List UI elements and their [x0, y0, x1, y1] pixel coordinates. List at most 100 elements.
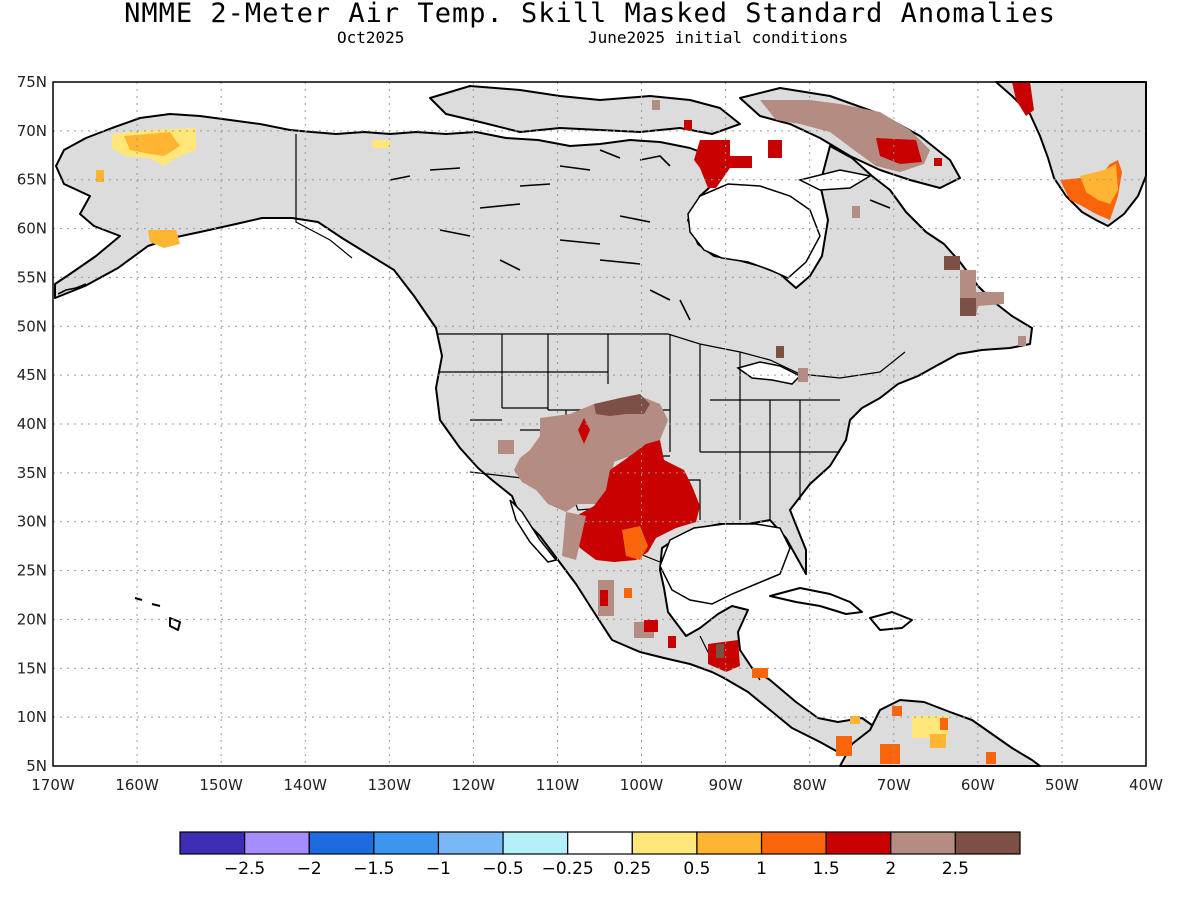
colorbar-label: −2 [297, 859, 322, 879]
arctic-red-cluster [694, 140, 752, 188]
greenland-yellow-anomaly [1080, 164, 1118, 204]
mexico-red-3 [668, 636, 676, 648]
anomaly-shading [96, 82, 1122, 764]
lat-tick-label: 50N [17, 317, 47, 335]
lon-tick-label: 120W [452, 776, 496, 794]
lon-tick-label: 50W [1045, 776, 1079, 794]
colorbar-label: 2.5 [942, 859, 969, 879]
lon-tick-labels: 170W 160W 150W 140W 130W 120W 110W 100W 90W 80W 70… [31, 776, 1163, 794]
lat-tick-label: 10N [17, 708, 47, 726]
gulf-of-california [509, 499, 558, 563]
canada-island-outlines [389, 149, 891, 321]
hudson-strait [797, 169, 873, 191]
cuba-island [769, 587, 863, 615]
colorbar-label: −1.5 [353, 859, 394, 879]
greenland-red-anomaly [1012, 82, 1034, 116]
mexico-orange-1 [624, 588, 632, 598]
lon-tick-label: 110W [536, 776, 580, 794]
hawaii-islands [134, 597, 181, 631]
lat-tick-label: 35N [17, 464, 47, 482]
lat-tick-labels: 75N 70N 65N 60N 55N 50N 45N 40N 35N 30N 25N 20N 15N 1… [17, 73, 47, 775]
colorbar-swatch [502, 831, 569, 855]
yukon-yellow [372, 140, 390, 148]
forecast-month: Oct2025 [337, 28, 405, 47]
venezuela-orange-3 [880, 744, 900, 764]
mexico-red-2 [644, 620, 658, 632]
lat-tick-label: 30N [17, 513, 47, 531]
baffin-red-anomaly [876, 138, 922, 164]
lon-tick-label: 80W [793, 776, 827, 794]
venezuela-orange-1 [892, 706, 902, 716]
lat-tick-label: 55N [17, 268, 47, 286]
colorbar-label: −2.5 [224, 859, 265, 879]
colorbar-label: 0.25 [613, 859, 651, 879]
lat-tick-label: 65N [17, 171, 47, 189]
colorbar-swatch [437, 831, 504, 855]
colorbar-swatch [954, 831, 1021, 855]
lon-tick-label: 150W [199, 776, 243, 794]
arctic-red-dot-east [934, 158, 942, 166]
state-boundaries [295, 134, 906, 681]
alaska-orange-anomaly [124, 132, 180, 156]
colorbar-swatch [890, 831, 956, 855]
map-panel: 75N 70N 65N 60N 55N 50N 45N 40N 35N 30N 25N 20N 15N 1… [17, 73, 1163, 794]
lon-tick-label: 70W [877, 776, 911, 794]
map-title: NMME 2-Meter Air Temp. Skill Masked Stan… [124, 0, 1056, 29]
lon-tick-label: 100W [620, 776, 664, 794]
colorbar-label: 2 [885, 859, 896, 879]
lon-tick-label: 160W [115, 776, 159, 794]
colorbar-swatch [179, 831, 246, 855]
venezuela-orange-4 [940, 718, 948, 730]
colombia-orange [836, 736, 852, 756]
lat-tick-label: 40N [17, 415, 47, 433]
colorbar-label: 0.5 [683, 859, 710, 879]
texas-red-anomaly [572, 440, 700, 562]
colorbar-label: 1.5 [813, 859, 840, 879]
lat-tick-label: 15N [17, 659, 47, 677]
chihuahua-brown [562, 512, 586, 560]
lat-tick-label: 25N [17, 562, 47, 580]
colorbar: −2.5 −2 −1.5 −1 −0.5 −0.25 0.25 0.5 1 1.5 2 2.5 [179, 831, 1021, 879]
arctic-islands [429, 85, 741, 135]
lat-tick-label: 70N [17, 122, 47, 140]
quebec-brown [852, 206, 860, 218]
colorbar-swatch [244, 831, 310, 855]
colorado-dark-brown [594, 394, 650, 416]
lon-tick-label: 130W [368, 776, 412, 794]
nevada-brown [498, 440, 514, 454]
alaska-west-orange [96, 170, 104, 182]
graticule [53, 82, 1146, 766]
us-canada-border [438, 333, 906, 379]
hudson-bay [687, 183, 821, 279]
colorbar-swatch [825, 831, 892, 855]
mexico-red-1 [600, 590, 608, 606]
newfoundland-brown [1018, 336, 1026, 346]
alaska-canada-border [295, 134, 353, 259]
lon-tick-label: 60W [961, 776, 995, 794]
labrador-north-dark [944, 256, 960, 270]
alaska-peninsula-anomaly [148, 230, 180, 248]
gulf-of-mexico [659, 523, 791, 605]
honduras-orange [752, 668, 768, 678]
lat-tick-label: 75N [17, 73, 47, 91]
hispaniola-island [869, 611, 913, 631]
venezuela-yellow [912, 716, 948, 738]
colorbar-label: −0.5 [482, 859, 523, 879]
colorbar-swatch [760, 831, 827, 855]
aleutian-outline [57, 283, 87, 295]
colorbar-label: −0.25 [542, 859, 594, 879]
arctic-brown-north [652, 100, 660, 110]
southwest-brown-anomaly [514, 396, 668, 512]
colorbar-label: 1 [756, 859, 767, 879]
great-lakes [736, 361, 802, 385]
michigan-dark-brown [776, 346, 784, 358]
coastline-overlay [57, 149, 891, 321]
colorbar-swatch [567, 831, 633, 855]
lon-tick-label: 90W [709, 776, 743, 794]
lon-tick-label: 170W [31, 776, 75, 794]
lat-tick-label: 60N [17, 220, 47, 238]
colombia-yellow [850, 716, 860, 724]
lat-tick-label: 45N [17, 366, 47, 384]
colorbar-swatch [373, 831, 440, 855]
labrador-dark-brown [960, 298, 976, 316]
